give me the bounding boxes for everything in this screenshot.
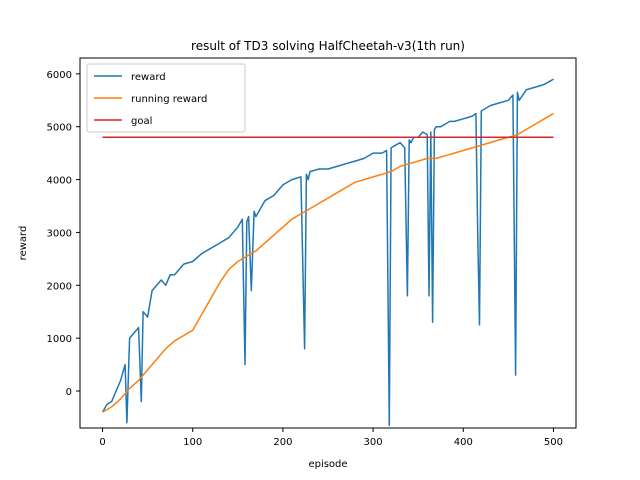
legend-box	[86, 63, 246, 133]
y-tick-label: 6000	[47, 70, 72, 81]
series-line-reward	[101, 78, 554, 427]
y-tick-label: 0	[66, 387, 72, 398]
y-axis-label: reward	[18, 226, 29, 261]
y-tick-label: 4000	[47, 176, 72, 187]
x-tick-label: 100	[183, 437, 202, 448]
series-line-running-reward	[102, 112, 554, 413]
plot-frame	[79, 57, 577, 429]
y-tick-label: 5000	[47, 123, 72, 134]
legend: reward running reward goal	[86, 63, 246, 133]
x-axis-label: episode	[308, 459, 347, 470]
legend-label-goal: goal	[131, 116, 152, 127]
y-tick-label: 3000	[47, 228, 72, 239]
x-tick-label: 0	[99, 437, 105, 448]
y-tick-label: 2000	[47, 281, 72, 292]
y-tick-label: 1000	[47, 334, 72, 345]
series-layer	[101, 78, 554, 427]
chart-title: result of TD3 solving HalfCheetah-v3(1th…	[191, 39, 465, 53]
legend-label-reward: reward	[131, 72, 166, 83]
axes-layer: 0 100 200 300 400 500010002000300040005000600…	[47, 70, 563, 448]
x-tick-label: 400	[454, 437, 473, 448]
legend-label-running-reward: running reward	[131, 94, 207, 105]
x-tick-label: 500	[544, 437, 563, 448]
x-tick-label: 200	[273, 437, 292, 448]
x-tick-label: 300	[364, 437, 383, 448]
